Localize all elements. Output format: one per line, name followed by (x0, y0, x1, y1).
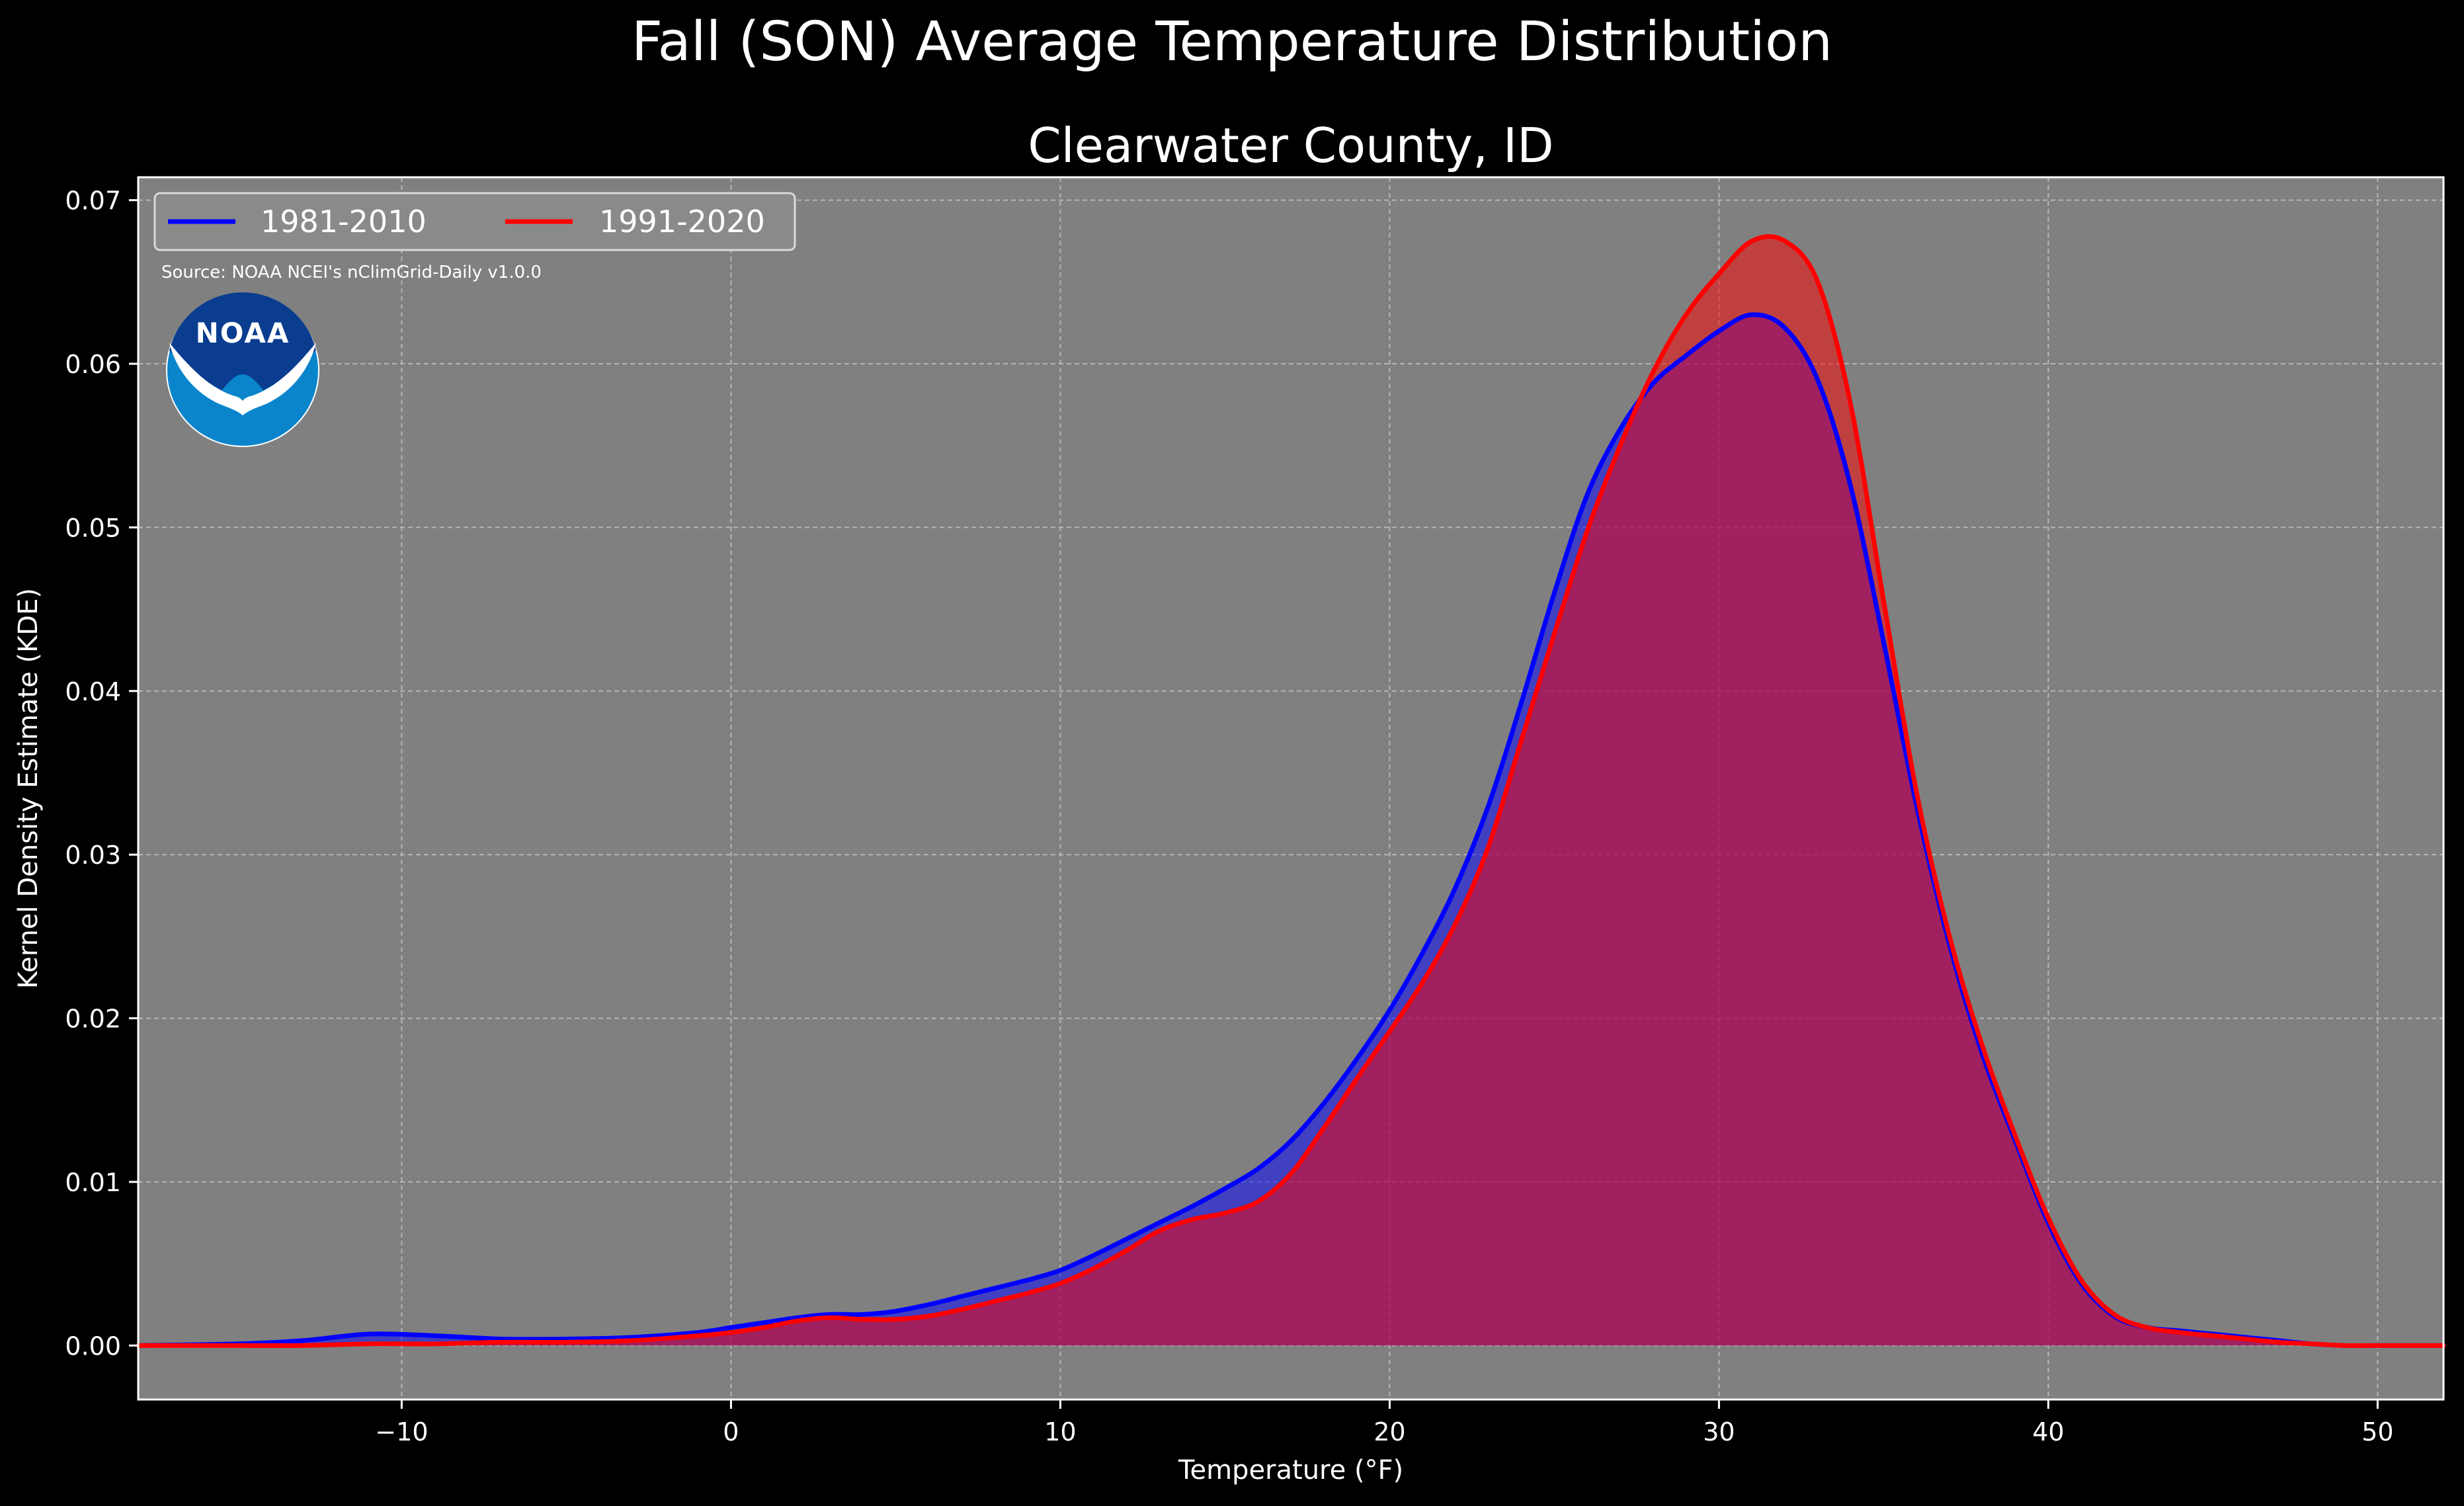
axis-ticks: −10 0 10 20 30 40 50 0.00 0.01 0.02 0.03 0.04 0.05 0.… (65, 187, 2393, 1446)
noaa-logo: NOAA (166, 292, 319, 447)
legend-label-1991-2020: 1991-2020 (599, 204, 765, 239)
x-tick-label: 50 (2361, 1417, 2393, 1446)
density-line-1991-2020 (136, 234, 2446, 1349)
noaa-logo-text: NOAA (196, 317, 290, 349)
y-tick-label: 0.07 (65, 187, 121, 216)
density-lines (136, 234, 2446, 1349)
x-tick-label: 20 (1374, 1417, 1405, 1446)
density-fills (138, 236, 2443, 1346)
noaa-logo-sky (169, 292, 316, 390)
x-tick-label: −10 (375, 1417, 428, 1446)
density-fill-1991-2020 (138, 236, 2443, 1346)
y-tick-label: 0.01 (65, 1168, 121, 1197)
y-tick-label: 0.03 (65, 841, 121, 870)
source-note: Source: NOAA NCEI's nClimGrid-Daily v1.0… (161, 263, 542, 282)
y-tick-label: 0.05 (65, 513, 121, 542)
y-axis-label: Kernel Density Estimate (KDE) (13, 588, 44, 989)
x-tick-label: 0 (723, 1417, 739, 1446)
y-tick-label: 0.06 (65, 350, 121, 379)
y-tick-label: 0.02 (65, 1005, 121, 1034)
legend-frame (153, 192, 796, 251)
axes-frame (137, 176, 2445, 1401)
x-axis-label: Temperature (°F) (1178, 1455, 1403, 1485)
figure-suptitle: Fall (SON) Average Temperature Distribut… (631, 11, 1833, 73)
legend-label-1981-2010: 1981-2010 (261, 204, 427, 239)
axes-title: Clearwater County, ID (1028, 118, 1553, 173)
x-tick-label: 10 (1044, 1417, 1076, 1446)
legend[interactable]: 1981-2010 1991-2020 (153, 192, 796, 251)
y-tick-label: 0.00 (65, 1331, 121, 1360)
noaa-logo-gull (169, 343, 316, 415)
x-tick-label: 30 (1703, 1417, 1735, 1446)
y-tick-label: 0.04 (65, 677, 121, 706)
x-tick-label: 40 (2032, 1417, 2064, 1446)
